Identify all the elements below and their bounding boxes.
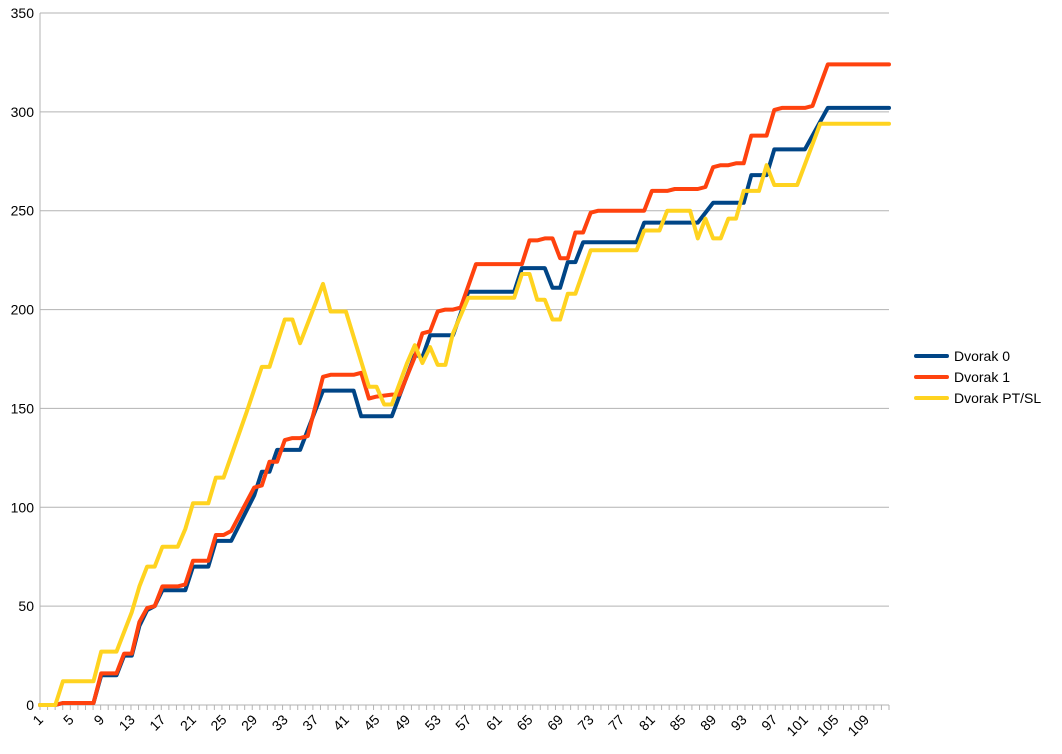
- y-tick-label: 250: [11, 203, 35, 219]
- x-tick-label: 1: [29, 711, 46, 728]
- x-tick-label: 57: [452, 711, 474, 733]
- x-tick-label: 101: [783, 711, 811, 739]
- x-tick-label: 89: [697, 711, 719, 733]
- x-tick-label: 85: [666, 711, 688, 733]
- x-tick-label: 73: [574, 711, 596, 733]
- x-tick-label: 81: [636, 711, 658, 733]
- x-tick-label: 65: [513, 711, 535, 733]
- x-tick-label: 17: [146, 711, 168, 733]
- y-tick-label: 100: [11, 499, 35, 515]
- x-tick-label: 93: [727, 711, 749, 733]
- x-tick-label: 97: [758, 711, 780, 733]
- axes: [39, 13, 890, 710]
- series-line-2: [38, 62, 891, 707]
- y-tick-label: 0: [26, 697, 34, 713]
- x-tick-label: 13: [116, 711, 138, 733]
- x-axis-tick-labels: 1 5 9 13 17 21 25 29 33 37 41 45 49 53 57 61 65 69 73 77 81 8…: [29, 711, 872, 739]
- x-tick-label: 41: [330, 711, 352, 733]
- y-tick-label: 150: [11, 400, 35, 416]
- x-tick-label: 105: [814, 711, 842, 739]
- x-tick-label: 77: [605, 711, 627, 733]
- x-tick-label: 25: [207, 711, 229, 733]
- x-tick-label: 21: [177, 711, 199, 733]
- series-line-3: [38, 121, 891, 707]
- x-tick-label: 69: [544, 711, 566, 733]
- y-tick-label: 300: [11, 104, 35, 120]
- x-tick-label: 61: [483, 711, 505, 733]
- x-tick-label: 53: [422, 711, 444, 733]
- x-tick-label: 37: [299, 711, 321, 733]
- series-lines: [38, 62, 891, 707]
- series-line-1: [38, 105, 891, 707]
- legend-label-3: Dvorak PT/SL: [954, 390, 1041, 406]
- legend-label-2: Dvorak 1: [954, 369, 1010, 385]
- x-tick-label: 45: [360, 711, 382, 733]
- legend: Dvorak 0 Dvorak 1 Dvorak PT/SL: [914, 348, 1041, 406]
- y-tick-label: 50: [18, 598, 34, 614]
- y-tick-label: 350: [11, 5, 35, 21]
- x-tick-label: 109: [844, 711, 872, 739]
- y-axis-tick-labels: 0 50 100 150 200 250 300 350: [11, 5, 35, 713]
- x-tick-label: 49: [391, 711, 413, 733]
- x-tick-label: 9: [90, 711, 107, 728]
- y-tick-label: 200: [11, 302, 35, 318]
- x-tick-label: 29: [238, 711, 260, 733]
- x-tick-label: 33: [269, 711, 291, 733]
- x-tick-label: 5: [60, 711, 77, 728]
- gridlines: [40, 12, 889, 706]
- legend-label-1: Dvorak 0: [954, 348, 1010, 364]
